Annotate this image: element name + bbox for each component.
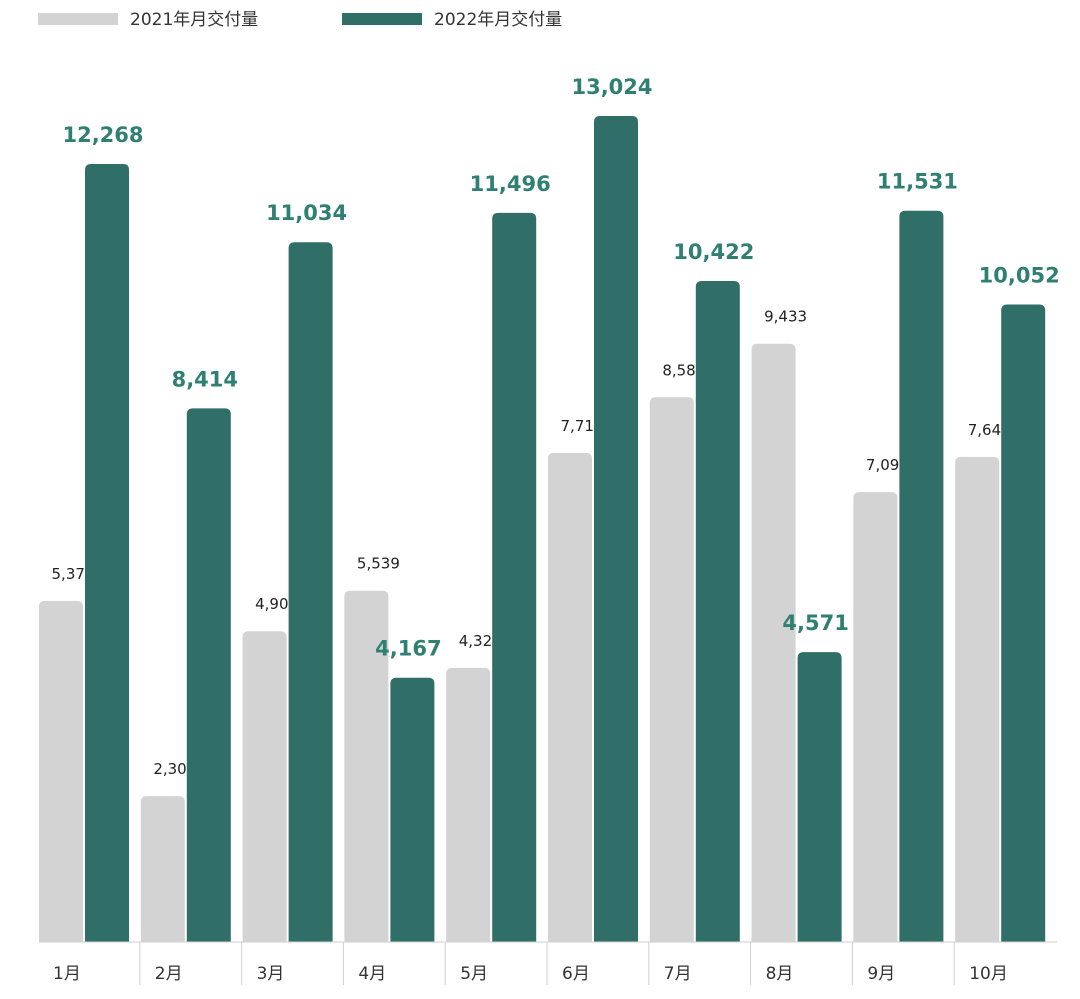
x-tick-label: 5月 xyxy=(460,964,488,984)
x-tick-label: 3月 xyxy=(257,964,285,984)
data-label-2021: 2,300 xyxy=(153,760,196,778)
bar-2021 xyxy=(39,600,83,942)
bar-2022 xyxy=(390,677,435,942)
bar-2021 xyxy=(446,667,491,942)
bar-2021 xyxy=(649,397,694,942)
data-label-2021: 7,649 xyxy=(968,421,1011,439)
bar-2021 xyxy=(140,796,185,942)
data-label-2022: 10,052 xyxy=(979,263,1060,287)
data-label-2022: 10,422 xyxy=(673,240,754,264)
legend-swatch-2021 xyxy=(38,13,118,25)
data-label-2022: 11,034 xyxy=(266,201,347,225)
data-label-2021: 7,713 xyxy=(561,417,604,435)
x-tick-label: 7月 xyxy=(664,964,692,984)
bar-2021 xyxy=(955,456,1000,942)
data-label-2021: 5,539 xyxy=(357,555,400,573)
legend-label-2021: 2021年月交付量 xyxy=(130,10,258,30)
bar-2022 xyxy=(492,212,537,943)
x-tick-label: 9月 xyxy=(867,964,895,984)
bar-2022 xyxy=(797,652,842,942)
legend-label-2022: 2022年月交付量 xyxy=(434,10,562,30)
x-tick-label: 1月 xyxy=(53,964,81,984)
bar-2022 xyxy=(186,408,231,942)
bar-2022 xyxy=(1001,304,1046,942)
bar-2021 xyxy=(853,492,898,942)
bar-2022 xyxy=(85,163,129,943)
x-tick-label: 10月 xyxy=(969,964,1008,984)
bar-2022 xyxy=(288,242,333,942)
bar-2021 xyxy=(548,452,592,942)
data-label-2021: 5,379 xyxy=(52,565,95,583)
data-label-2021: 4,323 xyxy=(459,632,502,650)
data-label-2022: 11,496 xyxy=(470,172,551,196)
x-tick-label: 6月 xyxy=(562,964,590,984)
data-label-2022: 11,531 xyxy=(877,170,958,194)
bar-2021 xyxy=(242,631,287,942)
bar-2021 xyxy=(751,343,796,942)
legend-swatch-2022 xyxy=(342,13,422,25)
x-tick-label: 2月 xyxy=(155,964,183,984)
data-label-2021: 7,094 xyxy=(866,456,909,474)
bar-2022 xyxy=(695,281,740,942)
bar-2021 xyxy=(344,590,389,942)
data-label-2022: 8,414 xyxy=(172,367,238,391)
data-label-2021: 4,900 xyxy=(255,595,298,613)
x-tick-label: 8月 xyxy=(766,964,794,984)
data-label-2022: 12,268 xyxy=(62,123,143,147)
bar-2022 xyxy=(899,210,944,942)
data-label-2021: 8,589 xyxy=(662,361,705,379)
data-label-2021: 9,433 xyxy=(764,308,807,326)
data-label-2022: 4,571 xyxy=(782,611,848,635)
data-label-2022: 4,167 xyxy=(375,637,441,661)
data-label-2022: 13,024 xyxy=(571,75,652,99)
x-tick-label: 4月 xyxy=(358,964,386,984)
bar-2022 xyxy=(594,116,638,942)
